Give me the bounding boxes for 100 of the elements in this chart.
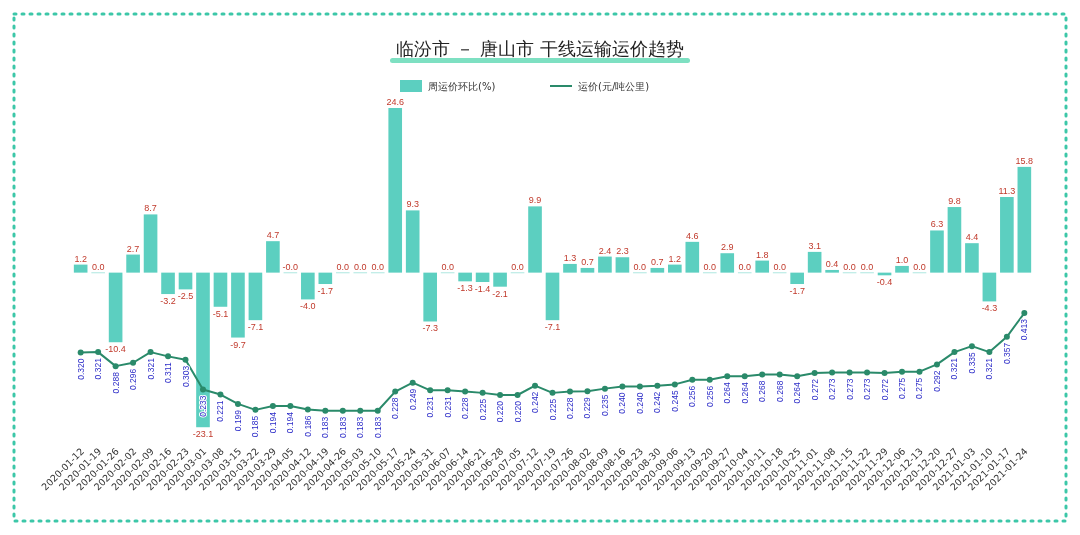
data-label: 0.272 (879, 378, 890, 401)
data-label: 0.273 (862, 378, 873, 400)
point (601, 385, 608, 392)
bar (248, 272, 263, 321)
bar (143, 214, 158, 273)
data-label: 0.264 (722, 382, 733, 404)
data-label: -7.3 (422, 323, 438, 334)
data-label: 9.8 (948, 196, 961, 207)
data-label: 0.242 (652, 391, 663, 413)
point (881, 369, 888, 376)
bar (895, 265, 909, 273)
data-label: 0.240 (617, 392, 628, 414)
data-label: 1.0 (895, 254, 909, 265)
data-label: 24.6 (386, 97, 404, 107)
data-label: -2.1 (492, 288, 508, 299)
data-label: 0.296 (128, 368, 139, 391)
point (584, 388, 591, 395)
data-label: 0.335 (966, 351, 977, 374)
data-label: -7.1 (247, 322, 264, 333)
point (165, 353, 172, 360)
data-label: 0.194 (285, 411, 296, 434)
point (1003, 333, 1010, 340)
bar (1000, 197, 1014, 273)
point (392, 388, 399, 395)
point (95, 349, 102, 356)
data-label: 0.225 (547, 398, 558, 421)
data-label: -4.3 (981, 303, 998, 314)
data-label: 0.0 (441, 261, 454, 272)
data-label: -5.1 (212, 308, 229, 319)
point (916, 368, 923, 375)
data-label: 9.9 (528, 195, 542, 206)
data-label: -1.7 (317, 286, 334, 297)
point (986, 349, 993, 356)
data-label: -2.5 (177, 291, 194, 302)
point (182, 356, 189, 363)
data-label: 0.321 (93, 357, 104, 380)
data-label: 0.264 (792, 382, 803, 404)
data-label: 1.2 (74, 253, 87, 264)
point (147, 349, 154, 356)
data-label: 4.6 (686, 230, 699, 241)
point (689, 376, 696, 383)
point (532, 382, 539, 389)
data-label: 0.0 (354, 261, 367, 272)
data-label: 0.235 (599, 394, 610, 416)
data-label: 0.228 (564, 397, 575, 419)
data-label: 0.231 (442, 396, 453, 418)
bar (807, 251, 822, 273)
data-label: -4.0 (300, 301, 316, 312)
data-label: 0.7 (581, 256, 594, 267)
bar (615, 257, 630, 273)
data-label: 0.0 (843, 261, 856, 272)
data-label: 0.228 (460, 397, 471, 419)
data-label: 0.0 (633, 261, 647, 272)
point (462, 388, 469, 395)
point (794, 373, 801, 380)
point (864, 369, 871, 376)
bar (650, 267, 665, 273)
data-label: 9.3 (406, 199, 419, 210)
data-label: 0.275 (897, 377, 908, 399)
data-label: 0.199 (232, 409, 243, 432)
data-label: -1.3 (457, 283, 473, 294)
data-label: 0.229 (582, 396, 593, 419)
point (304, 406, 311, 413)
bar (563, 263, 577, 273)
data-label: 0.321 (984, 357, 995, 380)
bar (108, 272, 123, 343)
point (374, 407, 381, 414)
data-label: 0.273 (827, 378, 838, 400)
point (619, 383, 626, 390)
data-label: 15.8 (1015, 155, 1034, 166)
bar (178, 272, 193, 290)
bar (580, 267, 595, 273)
data-label: 0.4 (825, 258, 839, 269)
point (287, 403, 294, 410)
data-label: 0.183 (372, 416, 383, 438)
bar (720, 253, 735, 273)
point (130, 359, 137, 366)
data-label: 0.194 (267, 411, 278, 434)
data-label: 2.7 (126, 243, 140, 254)
data-label: 0.220 (495, 400, 506, 423)
data-label: -23.1 (192, 429, 214, 440)
data-label: 0.0 (913, 261, 926, 272)
data-label: 0.0 (773, 261, 786, 272)
data-label: -7.1 (544, 322, 561, 333)
data-label: 1.2 (668, 253, 682, 264)
point (654, 382, 661, 389)
bar (947, 207, 962, 273)
point (566, 388, 573, 395)
data-label: 0.268 (774, 380, 785, 402)
data-label: -0.4 (876, 277, 893, 288)
point (846, 369, 853, 376)
point (671, 381, 678, 388)
legend-label: 运价(元/吨公里) (578, 81, 650, 92)
data-label: 1.3 (563, 252, 577, 263)
point (1021, 310, 1028, 317)
data-label: 2.9 (721, 242, 734, 253)
point (724, 373, 731, 380)
point (706, 376, 713, 383)
data-label: 0.268 (757, 380, 768, 402)
point (269, 403, 276, 410)
